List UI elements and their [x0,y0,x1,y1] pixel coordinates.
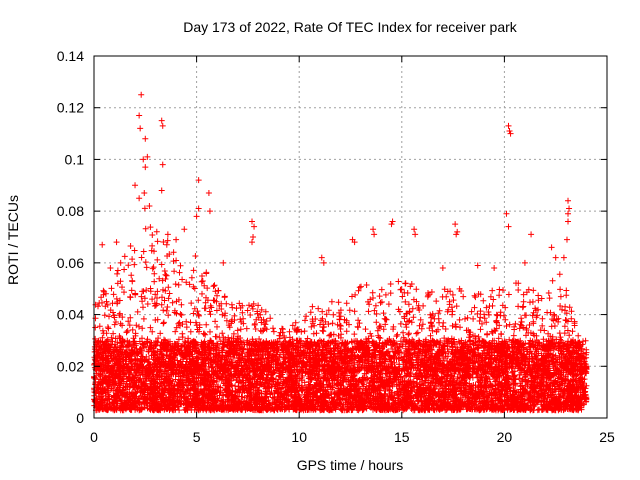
data-points [91,91,590,414]
data-point [99,241,106,248]
x-tick-label: 5 [193,429,201,445]
x-tick-label: 25 [599,429,615,445]
data-point [507,130,514,137]
data-point [503,210,510,217]
y-tick-label: 0.14 [57,48,84,64]
data-point [141,190,148,197]
y-axis-label: ROTI / TECUs [5,195,21,285]
y-tick-label: 0.08 [57,203,84,219]
data-point [132,182,139,189]
data-point [159,122,166,129]
data-point [389,218,396,225]
data-point [388,221,395,228]
data-point [117,259,124,266]
data-point [412,231,419,238]
data-point [107,265,114,272]
data-point [320,259,327,266]
y-tick-label: 0.12 [57,100,84,116]
y-tick-label: 0.04 [57,307,84,323]
data-point [140,156,147,163]
data-point [136,195,143,202]
data-point [453,231,460,238]
data-point [560,254,567,261]
data-point [371,231,378,238]
data-point [491,265,498,272]
x-tick-label: 10 [291,429,307,445]
y-tick-label: 0.06 [57,255,84,271]
chart-title: Day 173 of 2022, Rate Of TEC Index for r… [183,19,518,35]
y-tick-label: 0 [76,410,84,426]
data-point [566,205,573,212]
data-point [220,259,227,266]
data-point [142,135,149,142]
data-point [548,244,555,251]
data-point [164,231,171,238]
x-tick-label: 15 [394,429,410,445]
data-point [158,117,165,124]
data-point [181,226,188,233]
data-point [206,208,213,215]
data-point [195,177,202,184]
data-point [136,112,143,119]
data-point [505,122,512,129]
data-point [552,254,559,261]
data-point [137,125,144,132]
data-point [251,223,258,230]
data-point [142,164,149,171]
data-point [193,213,200,220]
data-point [195,205,202,212]
y-tick-label: 0.1 [65,151,85,167]
data-point [113,239,120,246]
data-point [563,236,570,243]
data-point [521,259,528,266]
data-point [506,127,513,134]
data-point [565,218,572,225]
data-point [528,231,535,238]
data-point [370,226,377,233]
data-point [144,153,151,160]
data-point [411,226,418,233]
data-point [158,187,165,194]
x-tick-label: 0 [90,429,98,445]
data-point [565,210,572,217]
data-point [173,236,180,243]
x-axis-label: GPS time / hours [297,457,404,473]
data-point [249,218,256,225]
data-point [454,228,461,235]
data-point [159,161,166,168]
axis-ticks: 0 5 10 15 20 25 0 0.02 0.04 0.06 0.08 0.1 0.12 0.14 [57,48,615,445]
data-point [146,202,153,209]
data-point [205,190,212,197]
data-point [565,197,572,204]
data-point [474,262,481,269]
data-point [505,223,512,230]
y-tick-label: 0.02 [57,358,84,374]
data-point [351,239,358,246]
plot-frame [93,55,608,419]
data-point [250,234,257,240]
data-point [439,265,446,272]
x-tick-label: 20 [497,429,513,445]
data-point [249,239,256,246]
data-point [318,254,325,261]
scatter-cloud [91,205,590,414]
data-point [138,91,145,98]
data-point [452,221,459,228]
